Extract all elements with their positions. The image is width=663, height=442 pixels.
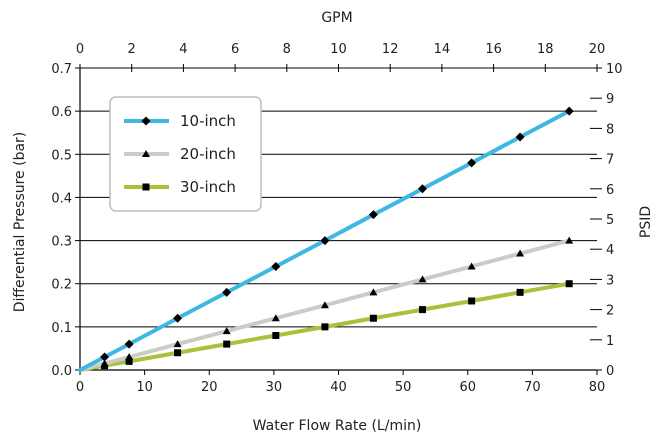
data-point — [100, 352, 110, 362]
x-tick-label: 70 — [524, 380, 541, 395]
data-point — [564, 106, 574, 116]
data-point — [222, 287, 232, 297]
data-point — [467, 262, 476, 270]
data-point — [222, 327, 231, 335]
x2-tick-label: 6 — [231, 42, 239, 57]
x2-tick-label: 2 — [128, 42, 136, 57]
x-tick-label: 30 — [266, 380, 283, 395]
x-axis-title: Water Flow Rate (L/min) — [253, 418, 422, 434]
data-point — [321, 323, 329, 331]
data-point — [515, 132, 525, 142]
y-axis-title: Differential Pressure (bar) — [12, 132, 28, 313]
x2-tick-label: 0 — [76, 42, 84, 57]
series-line — [78, 109, 572, 372]
data-point — [125, 357, 133, 365]
data-point — [467, 158, 477, 168]
legend-label: 30-inch — [180, 178, 236, 196]
x2-tick-label: 16 — [485, 42, 502, 57]
data-point — [271, 314, 280, 322]
y-tick-label: 0.7 — [51, 62, 72, 77]
data-point — [369, 288, 378, 296]
x-tick-label: 40 — [330, 380, 347, 395]
data-point — [100, 359, 109, 367]
data-point — [565, 280, 573, 288]
y-tick-label: 0.5 — [51, 148, 72, 163]
data-point — [320, 236, 330, 246]
x-tick-label: 80 — [589, 380, 606, 395]
x2-tick-label: 12 — [382, 42, 399, 57]
right-axis-title: PSID — [638, 206, 654, 238]
y2-tick-label: 5 — [606, 213, 614, 228]
series-line — [78, 238, 572, 372]
legend-marker — [142, 150, 150, 157]
legend-marker — [141, 116, 151, 126]
x-tick-label: 20 — [201, 380, 218, 395]
x2-tick-label: 4 — [179, 42, 187, 57]
data-point — [516, 288, 524, 296]
x2-tick-label: 8 — [283, 42, 291, 57]
data-point — [565, 236, 574, 244]
data-point — [516, 249, 525, 257]
y2-tick-label: 6 — [606, 183, 614, 198]
y-tick-label: 0.0 — [51, 364, 72, 379]
data-point — [174, 349, 182, 357]
data-point — [320, 301, 329, 309]
data-point — [419, 306, 427, 314]
series-10-inch — [78, 106, 574, 372]
y2-tick-label: 8 — [606, 122, 614, 137]
y-tick-label: 0.3 — [51, 235, 72, 250]
x2-tick-label: 14 — [434, 42, 451, 57]
x2-tick-label: 18 — [537, 42, 554, 57]
series-20-inch — [78, 236, 574, 372]
y-tick-label: 0.1 — [51, 321, 72, 336]
y-tick-label: 0.6 — [51, 105, 72, 120]
data-point — [272, 331, 280, 339]
legend: 10-inch 20-inch 30-inch — [109, 96, 262, 212]
data-point — [468, 297, 476, 305]
series-line — [78, 281, 572, 372]
data-point — [173, 340, 182, 348]
x-tick-label: 0 — [76, 380, 84, 395]
data-point — [223, 340, 231, 348]
data-series — [78, 106, 574, 372]
series-30-inch — [78, 280, 573, 372]
y2-tick-label: 3 — [606, 273, 614, 288]
y2-tick-label: 0 — [606, 364, 614, 379]
x2-tick-label: 20 — [589, 42, 606, 57]
legend-box — [109, 96, 262, 212]
data-point — [418, 184, 428, 194]
data-point — [271, 261, 281, 271]
x2-tick-label: 10 — [330, 42, 347, 57]
y2-tick-label: 10 — [606, 62, 623, 77]
y-tick-label: 0.4 — [51, 191, 72, 206]
data-point — [368, 210, 378, 220]
data-point — [124, 339, 134, 349]
y2-tick-label: 7 — [606, 153, 614, 168]
y2-tick-label: 2 — [606, 304, 614, 319]
y-tick-label: 0.2 — [51, 278, 72, 293]
data-point — [369, 314, 377, 322]
y2-tick-label: 9 — [606, 92, 614, 107]
legend-marker — [142, 183, 150, 191]
y2-tick-label: 1 — [606, 334, 614, 349]
x-tick-label: 10 — [136, 380, 153, 395]
legend-label: 10-inch — [180, 112, 236, 130]
y2-tick-label: 4 — [606, 243, 614, 258]
legend-label: 20-inch — [180, 145, 236, 163]
data-point — [418, 275, 427, 283]
x-tick-label: 60 — [459, 380, 476, 395]
data-point — [125, 353, 134, 361]
data-point — [173, 313, 183, 323]
x-tick-label: 50 — [395, 380, 412, 395]
top-axis-title: GPM — [321, 10, 352, 26]
